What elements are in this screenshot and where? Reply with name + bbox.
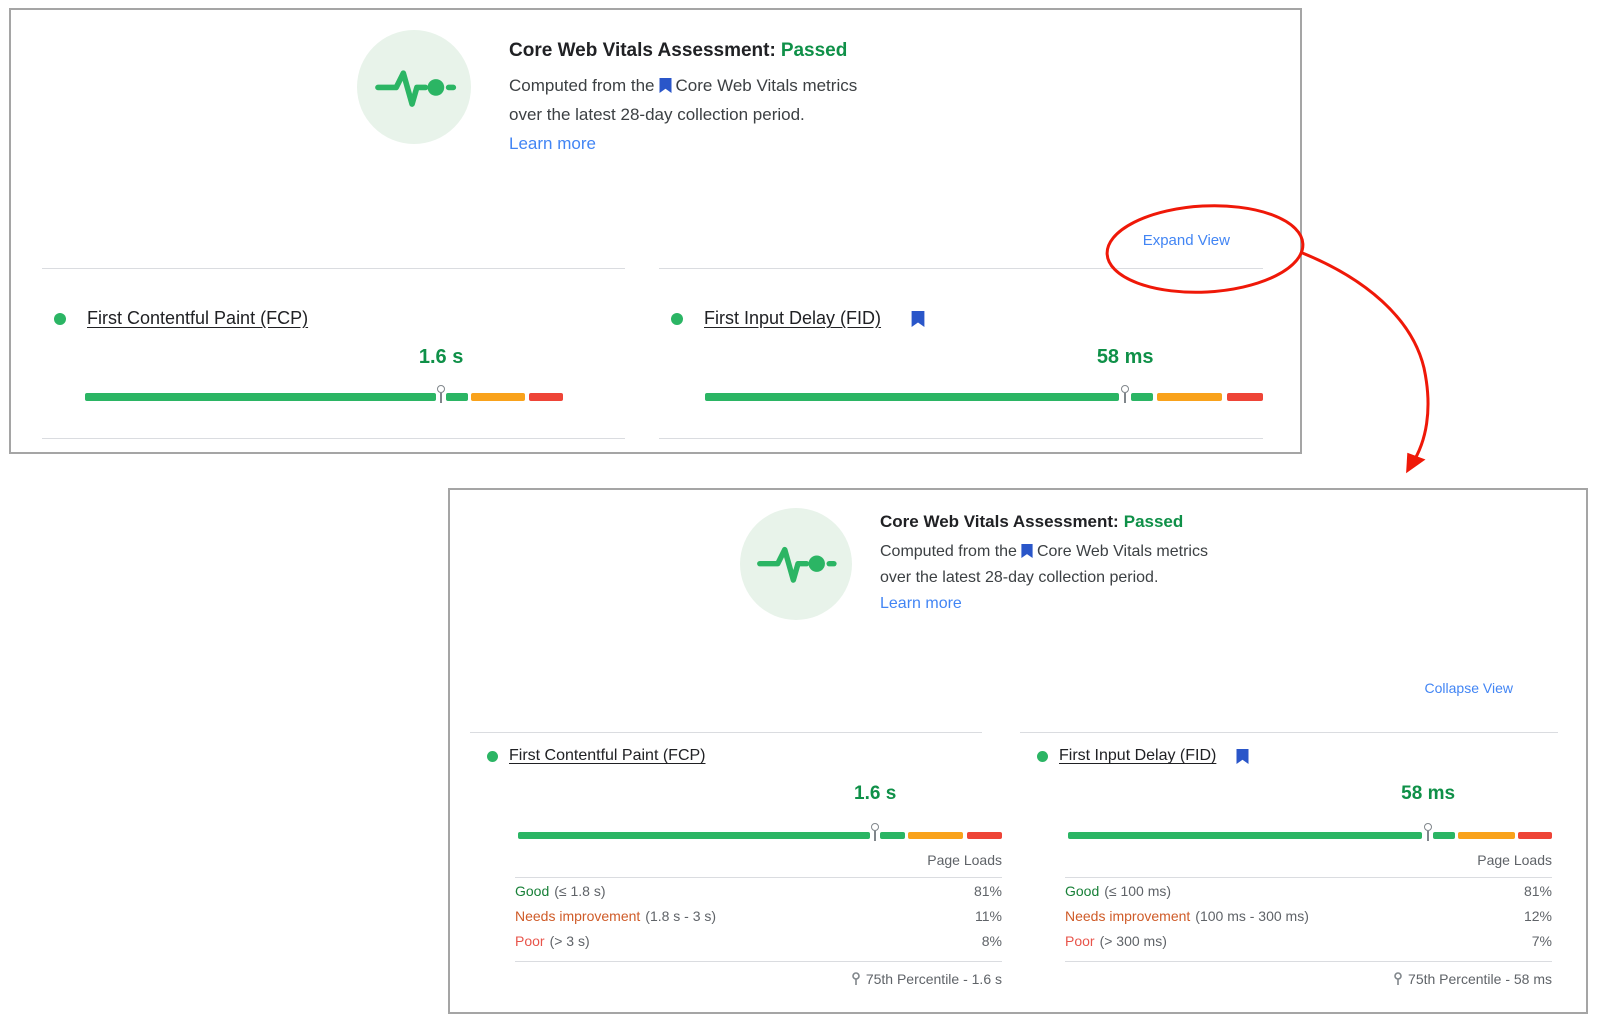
- percentile-pin-marker: [871, 823, 880, 841]
- metric-fid: First Input Delay (FID) 58 ms: [659, 306, 1263, 418]
- poor-value: 8%: [981, 932, 1002, 949]
- good-value: 81%: [973, 882, 1002, 899]
- bookmark-icon: [1021, 544, 1033, 558]
- table-row-good: Good (≤ 100 ms) 81%: [1065, 878, 1552, 903]
- good-label: Good: [515, 882, 550, 899]
- assessment-description-line1: Computed from the Core Web Vitals metrics: [880, 543, 1208, 560]
- metric-value: 58 ms: [1401, 783, 1456, 804]
- divider: [470, 732, 982, 733]
- percentile-pin-icon: [852, 972, 860, 985]
- fid-distribution: 58 ms: [705, 346, 1263, 403]
- needs-improvement-range: (1.8 s - 3 s): [645, 907, 717, 924]
- percentile-summary: 75th Percentile - 58 ms: [1065, 971, 1552, 987]
- table-row-good: Good (≤ 1.8 s) 81%: [515, 878, 1002, 903]
- assessment-status: Passed: [1123, 512, 1184, 531]
- metric-fcp: First Contentful Paint (FCP) 1.6 s: [42, 306, 625, 418]
- table-row-needs-improvement: Needs improvement (1.8 s - 3 s) 11%: [515, 903, 1002, 928]
- assessment-title: Core Web Vitals Assessment: Passed: [880, 512, 1184, 531]
- page-loads-header: Page Loads: [927, 852, 1002, 868]
- poor-value: 7%: [1531, 932, 1552, 949]
- metric-value: 1.6 s: [854, 783, 897, 804]
- good-status-dot: [487, 750, 498, 762]
- assessment-description-line2: over the latest 28-day collection period…: [880, 569, 1159, 586]
- assessment-description-line1: Computed from the Core Web Vitals metrics: [509, 76, 858, 95]
- distribution-bar: [518, 832, 1002, 839]
- assessment-header: Core Web Vitals Assessment: Passed Comput…: [880, 512, 1208, 617]
- distribution-bar: [1068, 832, 1552, 839]
- distribution-bar: [705, 393, 1263, 401]
- expand-view-link[interactable]: Expand View: [1142, 232, 1230, 249]
- distribution-bar: [85, 393, 563, 401]
- good-label: Good: [1065, 882, 1100, 899]
- learn-more-link[interactable]: Learn more: [880, 595, 962, 612]
- good-range: (≤ 1.8 s): [554, 882, 606, 899]
- poor-range: (> 3 s): [549, 932, 590, 949]
- fcp-distribution-table: Page Loads Good (≤ 1.8 s) 81% Needs impr…: [515, 850, 1002, 987]
- percentile-pin-marker: [1424, 823, 1433, 841]
- assessment-description-line2: over the latest 28-day collection period…: [509, 105, 805, 124]
- good-status-dot: [1037, 750, 1048, 762]
- fid-distribution: 58 ms: [1068, 783, 1552, 841]
- core-web-vitals-panel-expanded: Core Web Vitals Assessment: Passed Comput…: [448, 488, 1588, 1014]
- divider: [42, 268, 625, 269]
- pulse-icon: [740, 508, 852, 620]
- good-value: 81%: [1523, 882, 1552, 899]
- assessment-header: Core Web Vitals Assessment: Passed Comput…: [509, 40, 857, 158]
- metric-link-fcp[interactable]: First Contentful Paint (FCP): [87, 308, 309, 328]
- good-status-dot: [671, 312, 683, 325]
- divider: [42, 438, 625, 439]
- divider: [1065, 877, 1552, 878]
- divider: [515, 961, 1002, 962]
- fcp-distribution: 1.6 s: [518, 783, 1002, 841]
- fid-distribution-table: Page Loads Good (≤ 100 ms) 81% Needs imp…: [1065, 850, 1552, 987]
- divider: [659, 268, 1263, 269]
- divider: [659, 438, 1263, 439]
- metric-value: 58 ms: [1096, 346, 1154, 368]
- metric-link-fid[interactable]: First Input Delay (FID): [704, 308, 882, 328]
- core-web-vitals-panel-collapsed: Core Web Vitals Assessment: Passed Comput…: [9, 8, 1302, 454]
- fcp-distribution: 1.6 s: [85, 346, 563, 403]
- percentile-pin-icon: [1394, 972, 1402, 985]
- table-row-poor: Poor (> 3 s) 8%: [515, 928, 1002, 953]
- poor-label: Poor: [1065, 932, 1095, 949]
- metric-value: 1.6 s: [418, 346, 464, 368]
- percentile-summary: 75th Percentile - 1.6 s: [515, 971, 1002, 987]
- metric-link-fcp[interactable]: First Contentful Paint (FCP): [509, 747, 706, 764]
- bookmark-icon: [659, 78, 672, 93]
- good-status-dot: [54, 312, 66, 325]
- pulse-icon: [357, 30, 471, 144]
- poor-label: Poor: [515, 932, 545, 949]
- needs-improvement-range: (100 ms - 300 ms): [1195, 907, 1309, 924]
- divider: [515, 877, 1002, 878]
- page-loads-header: Page Loads: [1477, 852, 1552, 868]
- divider: [1065, 961, 1552, 962]
- table-row-poor: Poor (> 300 ms) 7%: [1065, 928, 1552, 953]
- metric-link-fid[interactable]: First Input Delay (FID): [1059, 747, 1217, 764]
- needs-improvement-value: 12%: [1523, 907, 1552, 924]
- poor-range: (> 300 ms): [1099, 932, 1167, 949]
- learn-more-link[interactable]: Learn more: [509, 134, 596, 153]
- good-range: (≤ 100 ms): [1104, 882, 1172, 899]
- assessment-title: Core Web Vitals Assessment: Passed: [509, 40, 848, 61]
- metric-fcp-expanded: First Contentful Paint (FCP) 1.6 s Page …: [470, 738, 1002, 1000]
- collapse-view-link[interactable]: Collapse View: [1424, 680, 1513, 696]
- metric-fid-expanded: First Input Delay (FID) 58 ms Page Loads…: [1020, 738, 1555, 1000]
- needs-improvement-label: Needs improvement: [515, 907, 641, 924]
- needs-improvement-label: Needs improvement: [1065, 907, 1191, 924]
- percentile-pin-marker: [437, 385, 446, 403]
- needs-improvement-value: 11%: [975, 907, 1002, 924]
- table-row-needs-improvement: Needs improvement (100 ms - 300 ms) 12%: [1065, 903, 1552, 928]
- percentile-pin-marker: [1121, 385, 1130, 403]
- bookmark-icon: [1236, 748, 1249, 764]
- assessment-status: Passed: [780, 40, 848, 61]
- divider: [1020, 732, 1558, 733]
- bookmark-icon: [911, 310, 925, 327]
- annotation-arrow: [1299, 250, 1430, 474]
